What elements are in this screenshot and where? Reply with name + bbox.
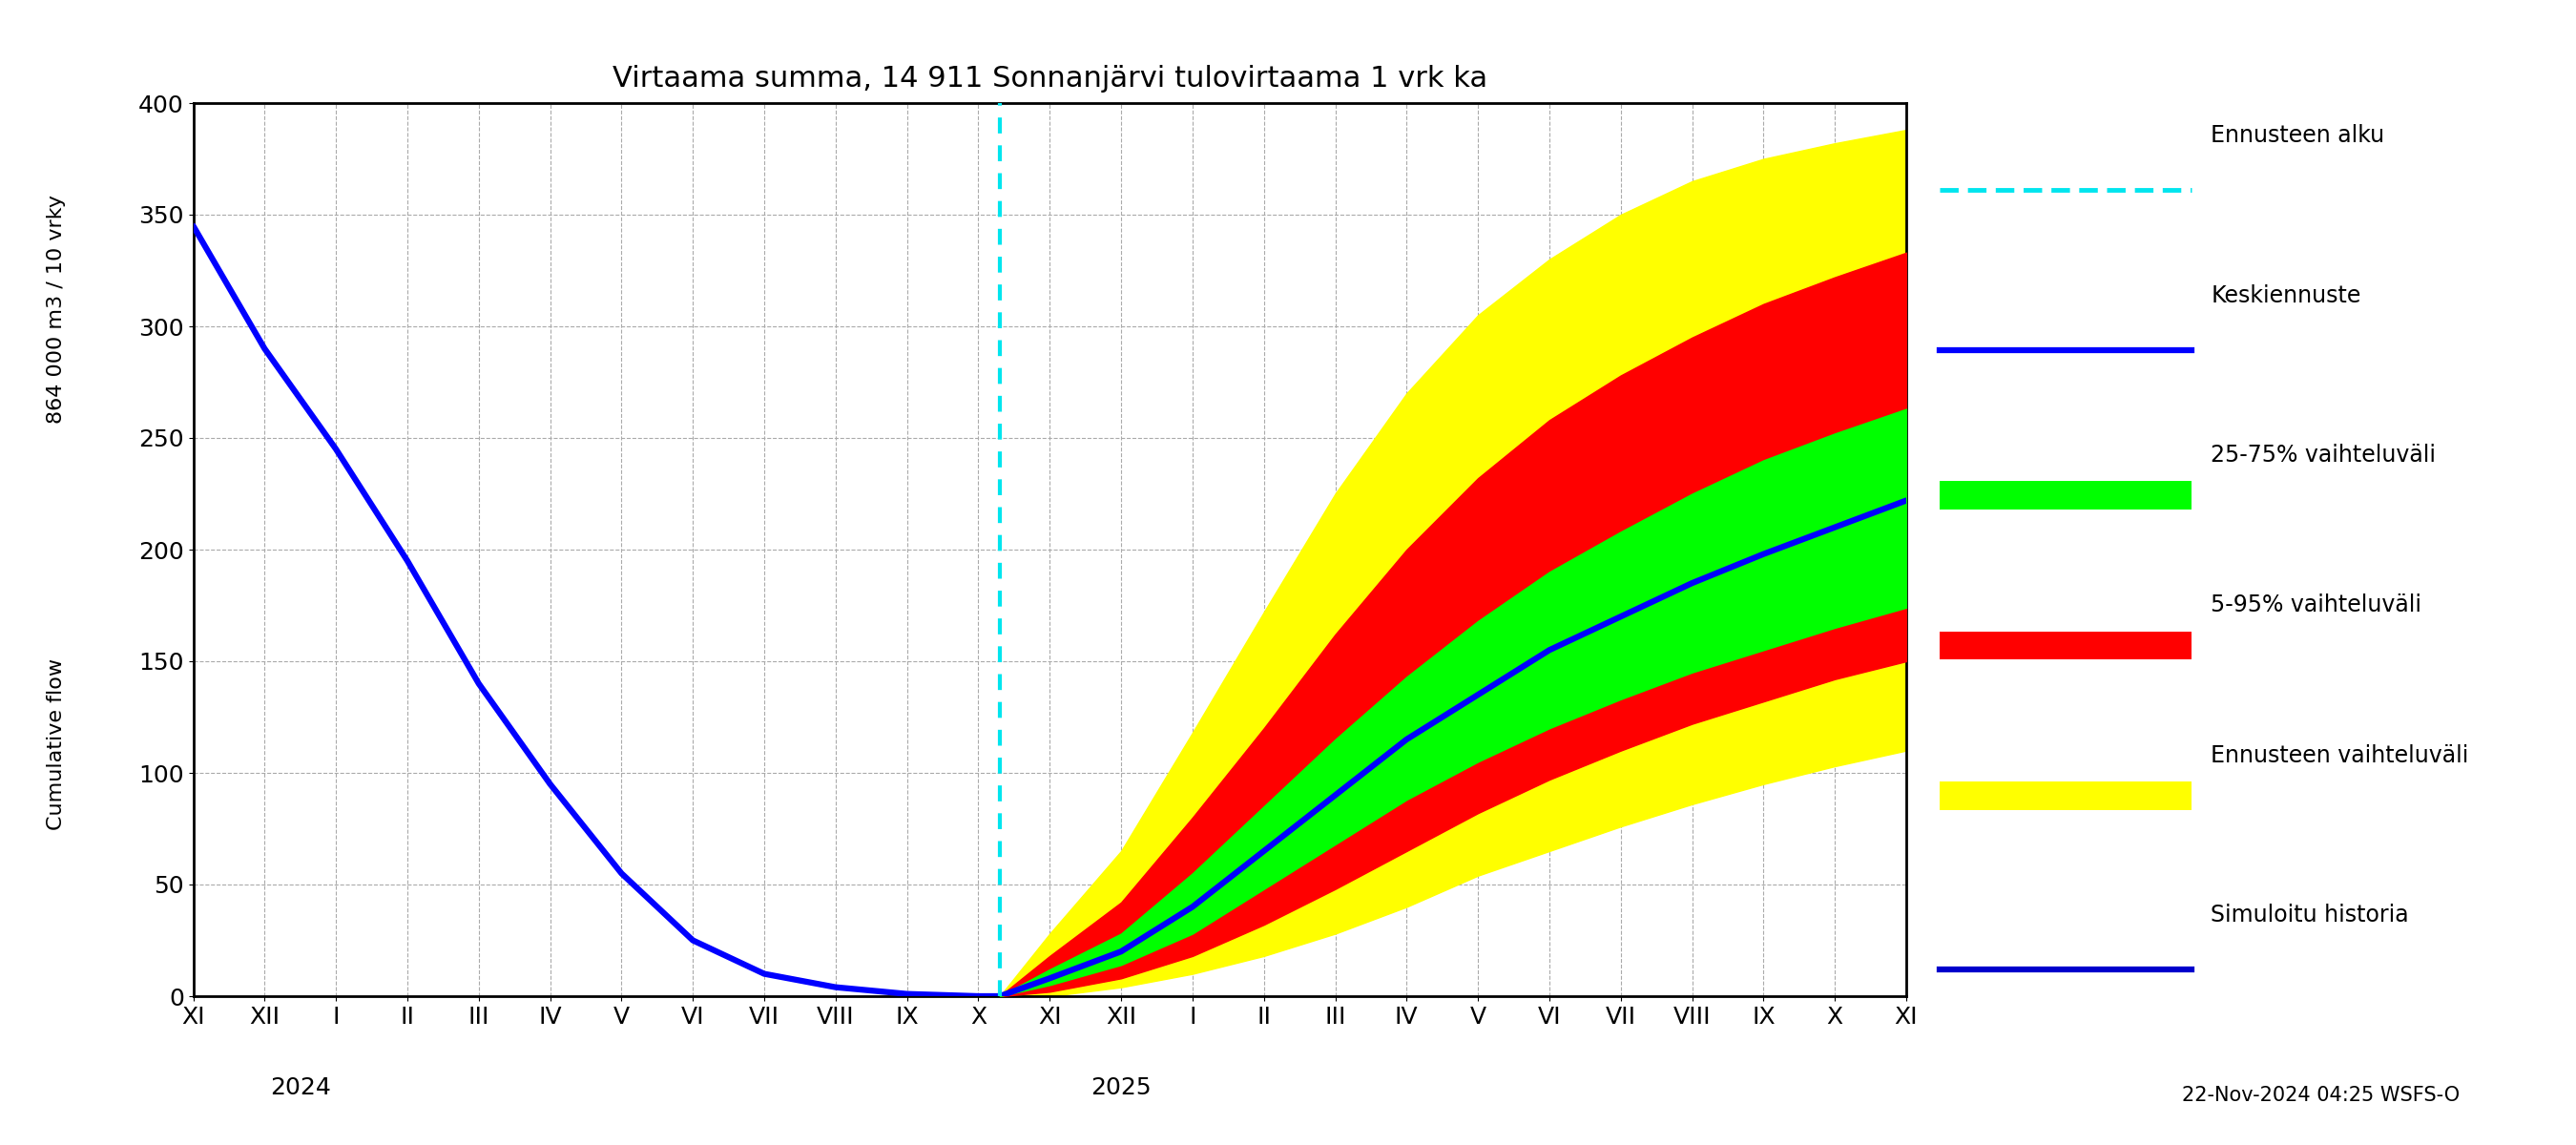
Bar: [1940, 632, 2192, 660]
Text: 2025: 2025: [1090, 1076, 1151, 1099]
Text: 25-75% vaihteluväli: 25-75% vaihteluväli: [2210, 443, 2437, 467]
Text: Cumulative flow: Cumulative flow: [46, 658, 67, 830]
Text: Keskiennuste: Keskiennuste: [2210, 284, 2362, 307]
Title: Virtaama summa, 14 911 Sonnanjärvi tulovirtaama 1 vrk ka: Virtaama summa, 14 911 Sonnanjärvi tulov…: [613, 65, 1486, 93]
Text: Ennusteen alku: Ennusteen alku: [2210, 125, 2385, 148]
Text: Simuloitu historia: Simuloitu historia: [2210, 903, 2409, 926]
Text: 22-Nov-2024 04:25 WSFS-O: 22-Nov-2024 04:25 WSFS-O: [2182, 1085, 2460, 1105]
Bar: [1940, 481, 2192, 510]
Bar: [1940, 782, 2192, 810]
Text: 864 000 m3 / 10 vrky: 864 000 m3 / 10 vrky: [46, 195, 67, 424]
Text: 5-95% vaihteluväli: 5-95% vaihteluväli: [2210, 594, 2421, 617]
Text: 2024: 2024: [270, 1076, 330, 1099]
Text: Ennusteen vaihteluväli: Ennusteen vaihteluväli: [2210, 744, 2468, 767]
